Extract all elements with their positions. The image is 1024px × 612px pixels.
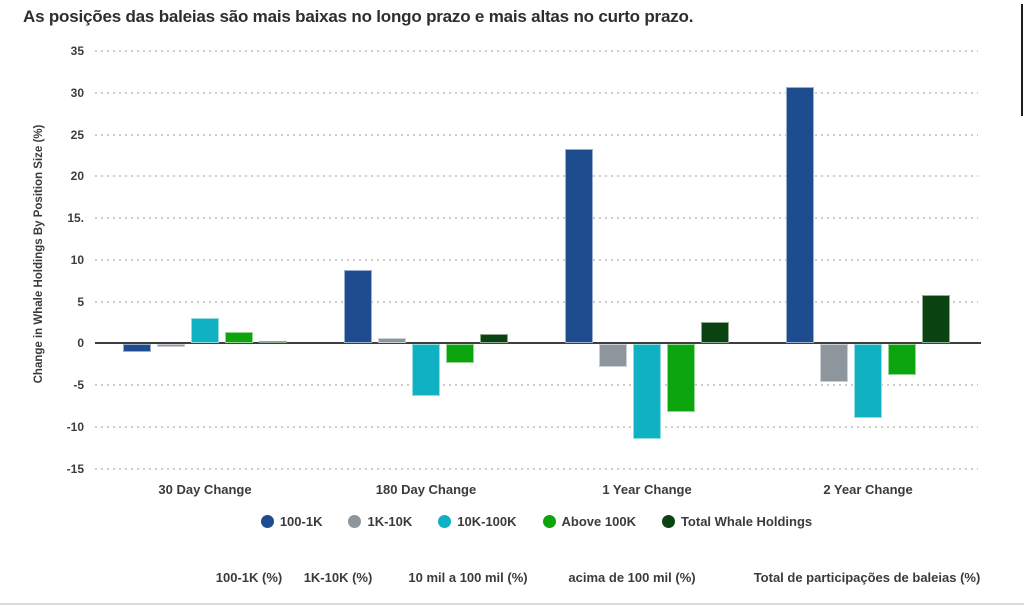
- x-category-label: 180 Day Change: [375, 482, 477, 497]
- legend-item-total-whale-holdings[interactable]: Total Whale Holdings: [661, 514, 813, 529]
- y-tick-label: 20: [70, 169, 84, 184]
- y-tick-label: -15: [66, 461, 84, 476]
- gridline: [95, 467, 978, 470]
- bar-above-100k[interactable]: [888, 344, 916, 375]
- legend-item-100-1k[interactable]: 100-1K: [260, 514, 323, 529]
- y-tick-label: 0: [77, 336, 84, 351]
- bar-above-100k[interactable]: [667, 344, 695, 412]
- legend-marker-icon: [661, 515, 675, 528]
- legend-item-10k-100k[interactable]: 10K-100K: [438, 514, 517, 529]
- legend-label: 100-1K: [279, 514, 323, 529]
- gridline: [95, 425, 978, 428]
- bar-total-whale-holdings[interactable]: [922, 295, 950, 343]
- page-title: As posições das baleias são mais baixas …: [23, 7, 694, 26]
- y-tick-label: -5: [73, 378, 84, 392]
- bar-10k-100k[interactable]: [854, 344, 882, 419]
- y-tick-label: 15.: [67, 211, 84, 225]
- y-tick-label: 30: [70, 85, 84, 100]
- y-tick-label: 10: [70, 252, 84, 267]
- legend-item-1k-10k[interactable]: 1K-10K: [348, 514, 412, 529]
- footer-column-label: 1K-10K (%): [303, 570, 373, 585]
- x-category-label: 1 Year Change: [602, 482, 692, 497]
- x-category-label: 30 Day Change: [158, 482, 252, 497]
- bar-1k-10k[interactable]: [157, 344, 185, 347]
- bar-1k-10k[interactable]: [599, 344, 627, 368]
- bar-1k-10k[interactable]: [820, 344, 848, 382]
- gridline: [95, 384, 978, 386]
- chart-legend: 100-1K 1K-10K 10K-100K Above 100K Total Whal…: [95, 514, 978, 529]
- bottom-divider: [0, 603, 1024, 605]
- legend-label: 10K-100K: [457, 514, 517, 529]
- bar-100-1k[interactable]: [565, 149, 593, 343]
- legend-label: Above 100K: [561, 514, 636, 529]
- gridline: [95, 133, 978, 136]
- bar-100-1k[interactable]: [344, 270, 372, 343]
- legend-marker-icon: [348, 515, 362, 528]
- footer-column-label: acima de 100 mil (%): [568, 570, 696, 585]
- bar-10k-100k[interactable]: [633, 344, 661, 440]
- bar-10k-100k[interactable]: [191, 317, 219, 343]
- gridline: [95, 258, 978, 261]
- footer-column-label: 100-1K (%): [215, 570, 283, 585]
- y-tick-label: -10: [66, 419, 84, 434]
- bar-100-1k[interactable]: [123, 344, 151, 352]
- bar-total-whale-holdings[interactable]: [259, 341, 287, 343]
- legend-item-above-100k[interactable]: Above 100K: [542, 514, 636, 529]
- gridline: [95, 50, 978, 52]
- legend-label: 1K-10K: [367, 514, 413, 529]
- y-tick-label: 25: [70, 127, 84, 142]
- bar-total-whale-holdings[interactable]: [701, 322, 729, 343]
- legend-marker-icon: [438, 515, 452, 528]
- gridline: [95, 91, 978, 94]
- legend-marker-icon: [542, 515, 556, 528]
- gridline: [95, 217, 978, 219]
- gridline: [95, 175, 978, 178]
- footer-column-label: Total de participações de baleias (%): [753, 570, 981, 585]
- footer-column-label: 10 mil a 100 mil (%): [408, 570, 528, 585]
- zero-axis-line: [95, 342, 981, 345]
- bar-above-100k[interactable]: [225, 332, 253, 343]
- bar-100-1k[interactable]: [786, 86, 814, 343]
- bar-above-100k[interactable]: [446, 344, 474, 364]
- gridline: [95, 300, 978, 303]
- legend-label: Total Whale Holdings: [680, 514, 813, 529]
- legend-marker-icon: [260, 515, 274, 528]
- bar-1k-10k[interactable]: [378, 337, 406, 343]
- y-tick-label: 35: [70, 44, 84, 58]
- scrollbar-thumb[interactable]: [1021, 4, 1023, 116]
- y-tick-label: 5: [77, 294, 84, 309]
- bar-total-whale-holdings[interactable]: [480, 333, 508, 343]
- x-category-label: 2 Year Change: [823, 482, 913, 497]
- bar-10k-100k[interactable]: [412, 344, 440, 396]
